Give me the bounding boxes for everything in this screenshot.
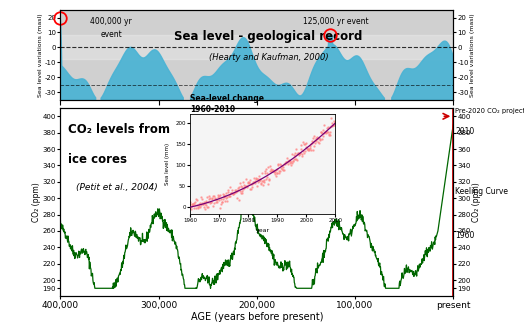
X-axis label: AGE (years before present): AGE (years before present)	[191, 313, 323, 322]
Text: CO₂ levels from: CO₂ levels from	[68, 123, 170, 136]
Y-axis label: CO₂ (ppm): CO₂ (ppm)	[32, 183, 41, 222]
Text: Sea level - geological record: Sea level - geological record	[174, 30, 363, 43]
Text: 125,000 yr event: 125,000 yr event	[302, 17, 368, 26]
Text: Pre-2020 CO₂ projection: Pre-2020 CO₂ projection	[455, 108, 524, 114]
Text: (Petit et al., 2004): (Petit et al., 2004)	[76, 184, 158, 192]
Y-axis label: Sea level variations (masl): Sea level variations (masl)	[38, 13, 43, 97]
Text: 400,000 yr: 400,000 yr	[91, 17, 132, 26]
Text: Keeling Curve: Keeling Curve	[455, 187, 508, 196]
Text: 1960: 1960	[455, 230, 475, 240]
Text: event: event	[101, 30, 122, 39]
Text: 2010: 2010	[455, 127, 474, 136]
Y-axis label: Sea level variations (masl): Sea level variations (masl)	[471, 13, 475, 97]
Y-axis label: CO₂ (ppm): CO₂ (ppm)	[472, 183, 482, 222]
Text: (Hearty and Kaufman, 2000): (Hearty and Kaufman, 2000)	[209, 53, 329, 62]
Bar	[60, 36, 453, 59]
Text: ice cores: ice cores	[68, 153, 127, 166]
